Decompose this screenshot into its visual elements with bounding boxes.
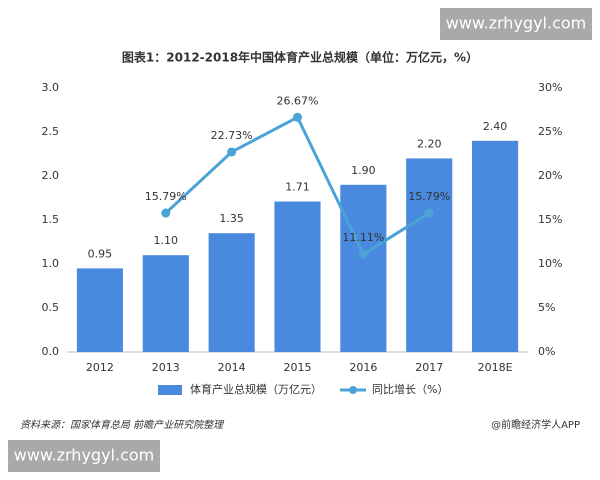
watermark-box xyxy=(8,440,160,472)
bar xyxy=(208,233,255,352)
credit: @前瞻经济学人APP xyxy=(491,418,580,431)
line-marker xyxy=(293,112,302,122)
legend-swatch xyxy=(349,386,357,394)
bar xyxy=(406,158,453,352)
bar xyxy=(340,184,387,352)
bar-value-label: 2.40 xyxy=(483,120,508,133)
line-value-label: 22.73% xyxy=(211,129,253,142)
bar-value-label: 0.95 xyxy=(88,247,113,260)
y2-tick-label: 25% xyxy=(538,125,562,138)
y2-tick-label: 10% xyxy=(538,257,562,270)
line-value-label: 15.79% xyxy=(145,190,187,203)
y2-tick-label: 0% xyxy=(538,345,555,358)
x-tick-label: 2015 xyxy=(284,361,312,374)
x-tick-label: 2017 xyxy=(415,361,443,374)
line-value-label: 26.67% xyxy=(277,94,319,107)
x-tick-label: 2016 xyxy=(349,361,377,374)
y2-tick-label: 20% xyxy=(538,169,562,182)
line-marker xyxy=(161,208,171,218)
legend-label: 体育产业总规模（万亿元） xyxy=(190,382,322,396)
bar xyxy=(274,201,321,352)
legend-swatch xyxy=(158,385,182,395)
bar xyxy=(472,140,519,352)
bar xyxy=(142,255,189,352)
x-tick-label: 2014 xyxy=(218,361,246,374)
watermark: www.zrhygyl.com xyxy=(14,446,155,465)
bar-value-label: 1.71 xyxy=(285,181,310,194)
x-tick-label: 2018E xyxy=(478,361,513,374)
y-tick-label: 1.5 xyxy=(42,213,60,226)
source: 资料来源：国家体育总局 前瞻产业研究院整理 xyxy=(20,419,225,431)
line-marker xyxy=(358,249,368,259)
y-tick-label: 1.0 xyxy=(42,257,60,270)
legend-label: 同比增长（%） xyxy=(372,382,448,396)
y-tick-label: 3.0 xyxy=(42,81,60,94)
x-tick-label: 2013 xyxy=(152,361,180,374)
y2-tick-label: 30% xyxy=(538,81,562,94)
bar-value-label: 2.20 xyxy=(417,137,442,150)
line-value-label: 15.79% xyxy=(408,190,450,203)
x-tick-label: 2012 xyxy=(86,361,114,374)
bar-value-label: 1.35 xyxy=(219,212,244,225)
y2-tick-label: 15% xyxy=(538,213,562,226)
watermark: www.zrhygyl.com xyxy=(446,14,587,33)
line-marker xyxy=(227,147,237,157)
line-value-label: 11.11% xyxy=(342,231,384,244)
y-tick-label: 2.5 xyxy=(42,125,60,138)
watermark-box xyxy=(440,8,592,40)
chart-title: 图表1：2012-2018年中国体育产业总规模（单位：万亿元，%） xyxy=(122,50,478,65)
bar-value-label: 1.10 xyxy=(154,234,179,247)
y-tick-label: 0.0 xyxy=(42,345,60,358)
y-tick-label: 0.5 xyxy=(42,301,60,314)
y-tick-label: 2.0 xyxy=(42,169,60,182)
bar xyxy=(76,268,123,352)
bar-value-label: 1.90 xyxy=(351,164,376,177)
y2-tick-label: 5% xyxy=(538,301,555,314)
line-marker xyxy=(424,208,434,218)
